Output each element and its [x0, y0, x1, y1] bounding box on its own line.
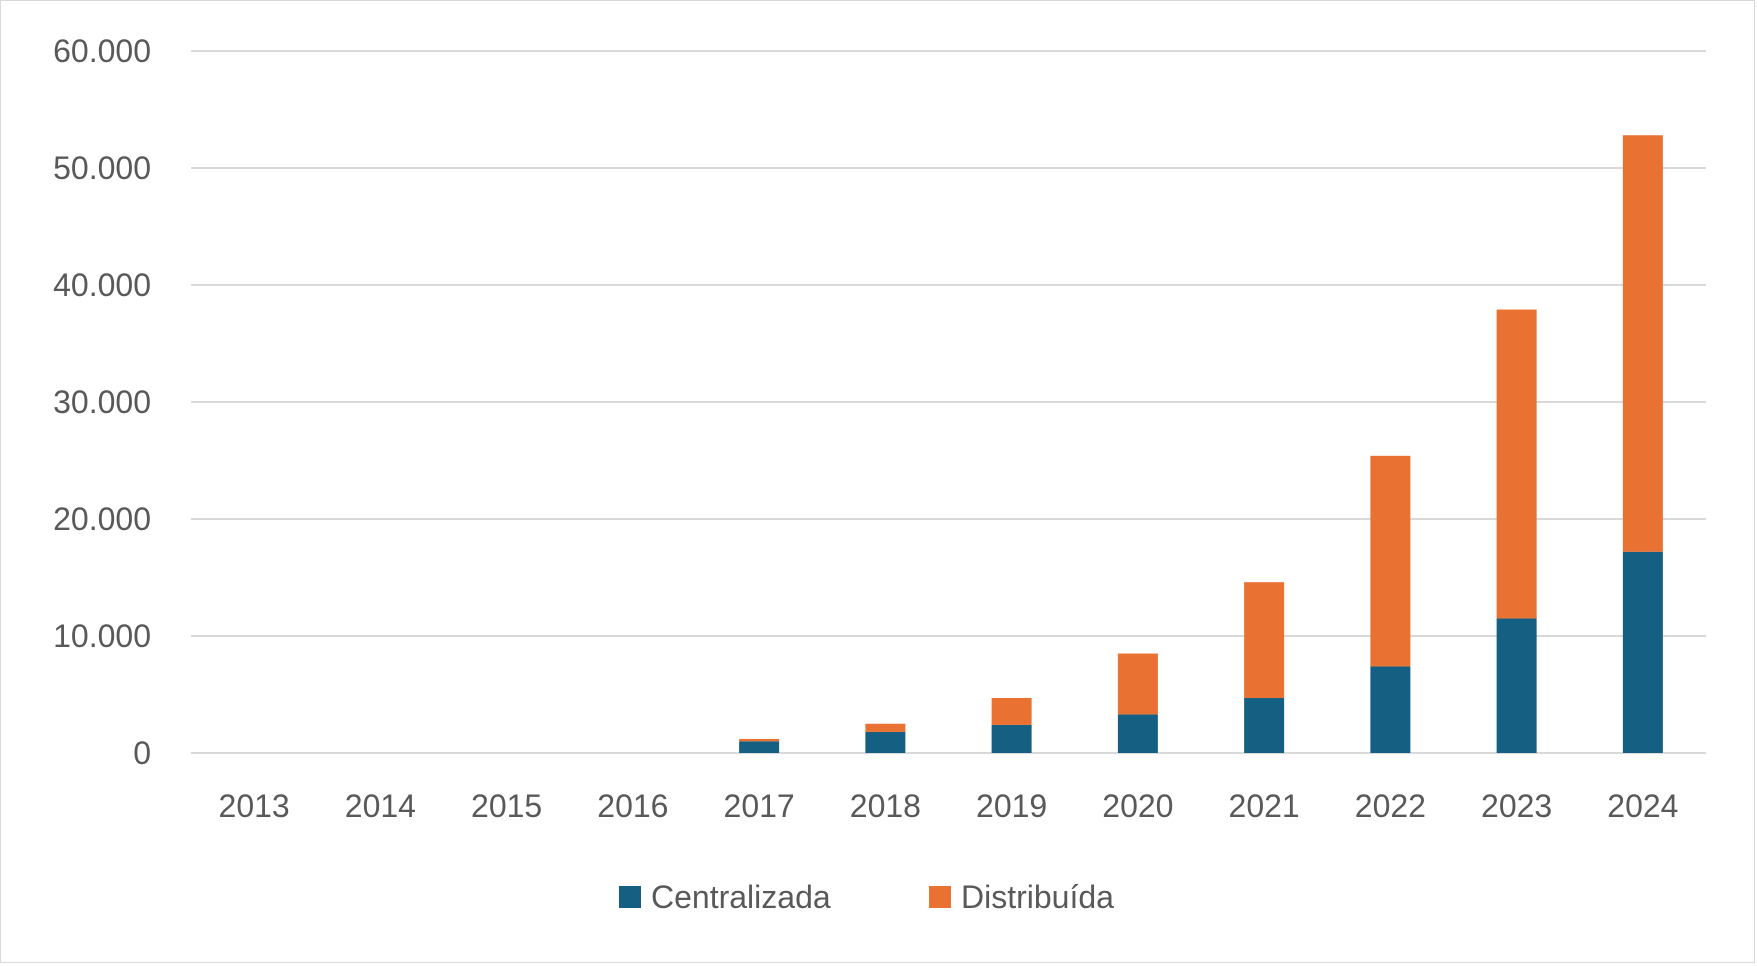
y-tick-label: 50.000	[53, 150, 151, 186]
bar-series	[739, 135, 1663, 753]
x-tick-label: 2014	[345, 788, 416, 824]
legend: Centralizada Distribuída	[619, 879, 1114, 915]
bar-centralizada-2022	[1370, 666, 1411, 753]
bar-distribuída-2021	[1244, 582, 1285, 699]
bar-centralizada-2023	[1496, 618, 1537, 753]
y-tick-label: 30.000	[53, 384, 151, 420]
y-tick-label: 40.000	[53, 267, 151, 303]
legend-label-centralizada: Centralizada	[651, 879, 831, 915]
bar-distribuída-2017	[739, 738, 780, 742]
bar-distribuída-2024	[1622, 135, 1663, 552]
y-tick-label: 10.000	[53, 618, 151, 654]
x-tick-label: 2024	[1607, 788, 1678, 824]
x-tick-label: 2016	[597, 788, 668, 824]
legend-swatch-centralizada	[619, 886, 641, 908]
y-tick-label: 60.000	[53, 33, 151, 69]
bar-centralizada-2017	[739, 741, 780, 753]
bar-distribuída-2019	[991, 698, 1032, 725]
x-tick-label: 2019	[976, 788, 1047, 824]
bar-distribuída-2020	[1117, 653, 1158, 715]
gridlines	[191, 50, 1706, 754]
bar-centralizada-2018	[865, 731, 906, 753]
x-tick-label: 2018	[850, 788, 921, 824]
y-axis-tick-labels: 0 10.000 20.000 30.000 40.000 50.000 60.000	[53, 33, 151, 771]
legend-label-distribuída: Distribuída	[961, 879, 1114, 915]
bar-distribuída-2018	[865, 723, 906, 732]
y-tick-label: 0	[133, 735, 151, 771]
x-tick-label: 2023	[1481, 788, 1552, 824]
x-tick-label: 2017	[724, 788, 795, 824]
bar-distribuída-2022	[1370, 455, 1411, 667]
bar-centralizada-2020	[1117, 714, 1158, 753]
bar-centralizada-2019	[991, 724, 1032, 753]
x-tick-label: 2022	[1355, 788, 1426, 824]
x-tick-label: 2020	[1102, 788, 1173, 824]
bar-distribuída-2023	[1496, 309, 1537, 619]
x-tick-label: 2013	[219, 788, 290, 824]
x-tick-label: 2021	[1229, 788, 1300, 824]
y-tick-label: 20.000	[53, 501, 151, 537]
legend-swatch-distribuída	[929, 886, 951, 908]
x-axis-tick-labels: 2013 2014 2015 2016 2017 2018 2019 2020 2021 2022…	[219, 788, 1679, 824]
bar-centralizada-2024	[1622, 551, 1663, 753]
bar-centralizada-2021	[1244, 698, 1285, 753]
x-tick-label: 2015	[471, 788, 542, 824]
